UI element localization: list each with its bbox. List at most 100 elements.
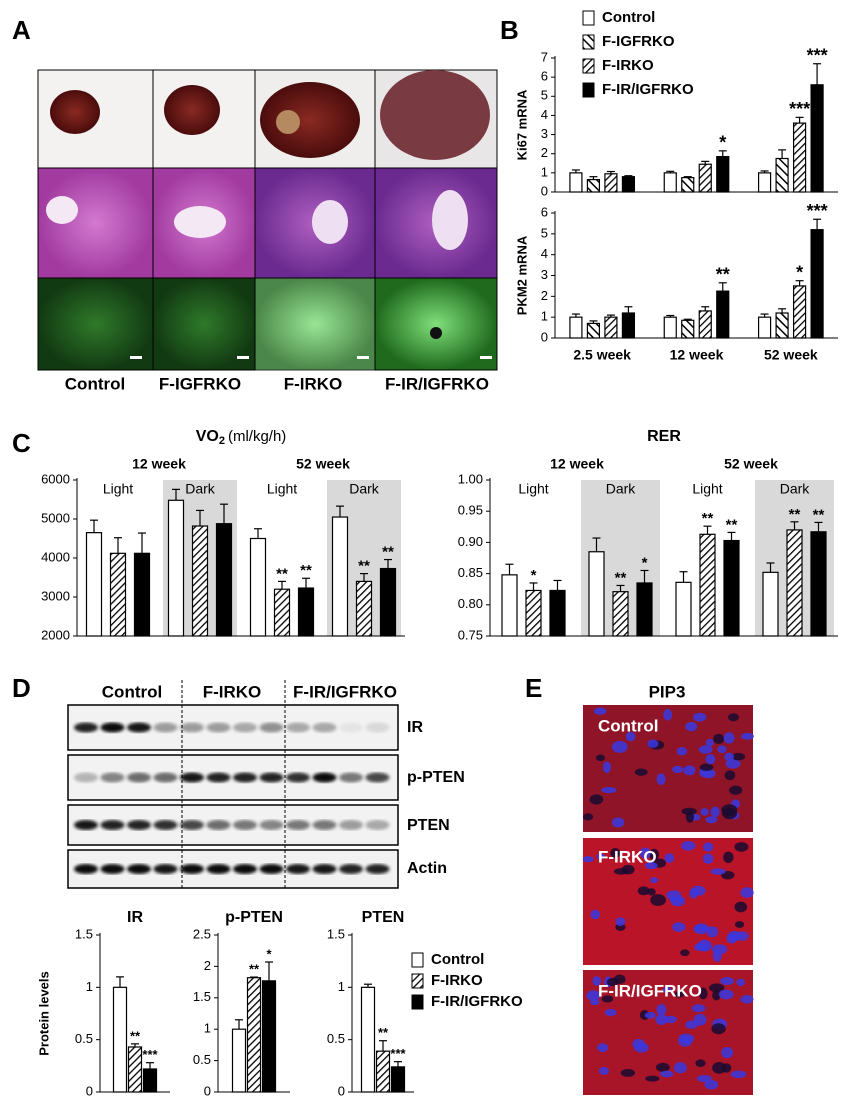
nucleus	[698, 987, 708, 1000]
significance: ***	[390, 1046, 406, 1061]
y-tick-label: 4	[541, 246, 548, 261]
bar	[636, 582, 653, 637]
blot-band	[153, 864, 178, 874]
nucleus	[723, 851, 734, 864]
nucleus	[681, 841, 696, 851]
bar	[586, 322, 601, 339]
bar	[775, 312, 789, 339]
y-tick-label: 3	[541, 267, 548, 282]
y-tick-label: 1.5	[327, 926, 345, 941]
nucleus	[645, 1075, 660, 1082]
nucleus	[674, 990, 685, 998]
nucleus	[611, 740, 628, 753]
nucleus	[597, 1043, 609, 1053]
blot-band	[365, 772, 390, 783]
title-text: IR	[127, 909, 143, 926]
bar	[723, 539, 740, 637]
nucleus	[704, 1079, 719, 1090]
panel-label: B	[500, 15, 519, 45]
significance: **	[813, 506, 825, 523]
nucleus	[611, 817, 625, 828]
category-label: 52 week	[764, 347, 818, 363]
nucleus	[700, 808, 709, 816]
bar	[716, 290, 730, 339]
y-tick-label: 0.95	[458, 503, 483, 518]
bar	[604, 173, 618, 193]
group-label: Control	[65, 374, 125, 393]
y-axis-label: Ki67 mRNA	[514, 89, 529, 160]
blot-band	[180, 864, 204, 874]
legend-label: Control	[431, 951, 484, 968]
blot-band	[286, 772, 310, 783]
nucleus	[712, 990, 721, 1001]
nucleus	[663, 709, 673, 721]
bar	[621, 312, 636, 339]
nucleus	[660, 1070, 674, 1078]
nucleus	[740, 887, 754, 898]
bar	[698, 310, 712, 339]
legend-swatch	[582, 10, 595, 26]
nucleus	[672, 922, 686, 932]
blot-band	[100, 820, 125, 830]
significance: **	[276, 565, 288, 582]
bar	[379, 567, 397, 637]
category-label: Light	[103, 481, 133, 497]
bar	[375, 1050, 391, 1093]
blot-band	[339, 772, 363, 783]
nucleus	[582, 856, 594, 863]
nucleus	[705, 816, 718, 824]
y-tick-label: 0.75	[458, 627, 483, 642]
bar	[501, 574, 518, 637]
bar	[810, 84, 824, 193]
nucleus	[593, 707, 607, 715]
bar	[621, 176, 636, 193]
nucleus	[734, 921, 745, 928]
y-tick-label: 4	[541, 107, 548, 122]
panel-title: PIP3	[649, 682, 686, 701]
nucleus	[691, 1004, 706, 1013]
blot-band	[100, 722, 125, 733]
nucleus	[705, 754, 716, 765]
blot-label: PTEN	[407, 817, 450, 834]
bar	[85, 532, 103, 637]
nucleus	[692, 712, 707, 722]
y-tick-label: 0.5	[193, 1052, 211, 1067]
nucleus	[589, 794, 604, 805]
blot-band	[153, 820, 178, 830]
y-tick-label: 0.5	[75, 1031, 93, 1046]
legend-swatch	[582, 82, 595, 98]
nucleus	[734, 901, 748, 913]
nucleus	[705, 738, 714, 747]
nucleus	[709, 983, 725, 993]
y-tick-label: 1	[541, 309, 548, 324]
nucleus	[694, 925, 707, 932]
nucleus	[680, 949, 690, 957]
bar	[716, 155, 730, 193]
nucleus	[721, 1063, 732, 1073]
bar	[191, 525, 209, 637]
title-text: p-PTEN	[225, 909, 283, 926]
nucleus	[595, 754, 606, 762]
bar	[681, 319, 695, 339]
bar	[261, 980, 277, 1093]
blot-band	[100, 864, 125, 874]
bar	[112, 986, 128, 1093]
category-label: Dark	[185, 481, 216, 497]
chart-title: VO2 (ml/kg/h)	[196, 428, 287, 447]
legend-label: F-IR/IGFRKO	[602, 81, 694, 98]
nucleus	[590, 909, 601, 920]
bar	[297, 587, 315, 637]
blot-band	[180, 722, 204, 733]
group-label: 52 week	[724, 456, 778, 472]
nucleus	[601, 995, 614, 1003]
bar	[810, 531, 827, 637]
bar	[586, 178, 601, 193]
significance: **	[726, 516, 738, 533]
nucleus	[685, 721, 698, 732]
category-label: 12 week	[670, 347, 724, 363]
bar	[215, 523, 233, 637]
y-tick-label: 5	[541, 88, 548, 103]
bar	[273, 588, 291, 637]
bar	[133, 552, 151, 637]
y-tick-label: 4000	[41, 549, 70, 564]
